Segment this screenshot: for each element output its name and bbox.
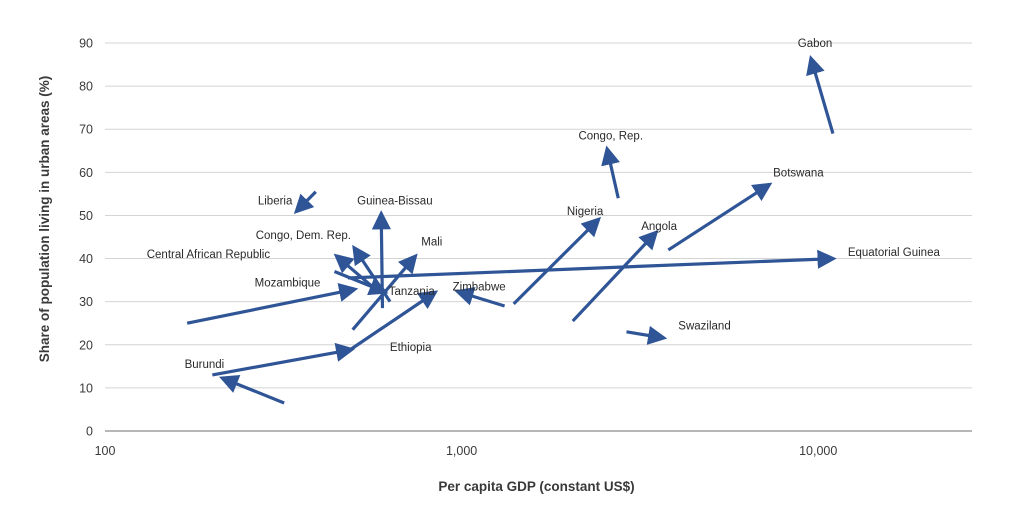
arrow-mozambique	[186, 282, 359, 325]
x-axis-ticks: 100 1,000 10,000	[95, 444, 838, 458]
label-equatorial-guinea: Equatorial Guinea	[848, 247, 941, 259]
y-tick-label: 40	[79, 252, 93, 266]
country-arrows	[186, 55, 837, 405]
grid-lines	[105, 42, 972, 432]
label-ethiopia: Ethiopia	[390, 342, 432, 354]
arrow-botswana	[667, 182, 773, 252]
label-angola: Angola	[641, 221, 677, 233]
label-swaziland: Swaziland	[678, 320, 730, 332]
arrow-nigeria	[512, 216, 602, 305]
label-central-african-republic: Central African Republic	[147, 249, 271, 261]
x-tick-label: 100	[95, 444, 116, 458]
arrow-gabon	[806, 55, 835, 134]
label-botswana: Botswana	[773, 167, 824, 179]
label-congo-rep: Congo, Rep.	[578, 131, 643, 143]
label-guinea-bissau: Guinea-Bissau	[357, 195, 432, 207]
y-tick-label: 50	[79, 209, 93, 223]
label-mali: Mali	[421, 236, 442, 248]
country-labels: Gabon Congo, Rep. Botswana Nigeria Angola Equ…	[147, 38, 941, 371]
label-tanzania: Tanzania	[389, 286, 436, 298]
arrow-equatorial-guinea	[347, 249, 837, 280]
arrow-ethiopia-2	[347, 290, 439, 353]
y-tick-label: 20	[79, 338, 93, 352]
y-tick-label: 10	[79, 381, 93, 395]
label-congo-dem-rep: Congo, Dem. Rep.	[256, 230, 351, 242]
label-liberia: Liberia	[258, 195, 293, 207]
arrow-liberia	[293, 190, 317, 214]
y-tick-label: 30	[79, 295, 93, 309]
x-axis-title: Per capita GDP (constant US$)	[438, 479, 634, 494]
arrow-zimbabwe	[454, 287, 506, 308]
x-tick-label: 10,000	[799, 444, 837, 458]
arrow-congo-rep	[601, 145, 620, 199]
y-tick-label: 60	[79, 166, 93, 180]
y-tick-label: 80	[79, 80, 93, 94]
arrow-tanzania	[333, 270, 389, 296]
y-tick-label: 90	[79, 37, 93, 51]
arrow-angola	[571, 229, 659, 323]
label-burundi: Burundi	[185, 359, 225, 371]
label-nigeria: Nigeria	[567, 206, 604, 218]
y-axis-ticks: 0 10 20 30 40 50 60 70 80 90	[79, 37, 93, 439]
y-tick-label: 0	[86, 425, 93, 439]
y-axis-title: Share of population living in urban area…	[37, 76, 52, 363]
x-tick-label: 1,000	[446, 444, 477, 458]
label-gabon: Gabon	[798, 38, 833, 50]
arrow-burundi	[219, 375, 285, 405]
label-mozambique: Mozambique	[255, 277, 321, 289]
y-tick-label: 70	[79, 123, 93, 137]
label-zimbabwe: Zimbabwe	[453, 282, 506, 294]
arrow-ethiopia	[212, 342, 356, 377]
arrow-swaziland	[626, 325, 668, 345]
